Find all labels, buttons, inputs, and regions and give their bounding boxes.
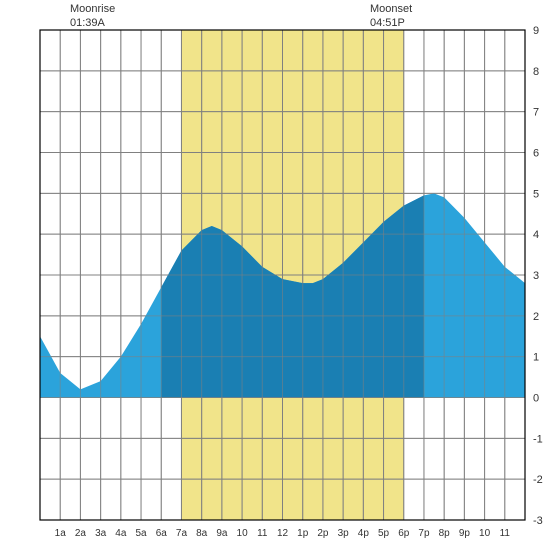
svg-text:1p: 1p: [297, 528, 309, 539]
svg-text:9: 9: [533, 25, 539, 37]
svg-text:10: 10: [479, 528, 491, 539]
svg-text:5a: 5a: [135, 528, 147, 539]
moonset-time: 04:51P: [370, 17, 405, 29]
svg-text:7p: 7p: [418, 528, 430, 539]
svg-text:0: 0: [533, 393, 539, 405]
svg-text:-3: -3: [533, 515, 543, 527]
chart-svg: -3-2-101234567891a2a3a4a5a6a7a8a9a101112…: [0, 0, 550, 550]
svg-text:8p: 8p: [439, 528, 451, 539]
svg-text:7a: 7a: [176, 528, 188, 539]
svg-text:2: 2: [533, 311, 539, 323]
svg-text:-1: -1: [533, 433, 543, 445]
svg-text:3a: 3a: [95, 528, 107, 539]
svg-text:5: 5: [533, 188, 539, 200]
svg-text:6a: 6a: [156, 528, 168, 539]
svg-text:11: 11: [257, 528, 268, 539]
svg-text:-2: -2: [533, 474, 543, 486]
svg-text:3p: 3p: [338, 528, 350, 539]
svg-text:8a: 8a: [196, 528, 208, 539]
svg-text:11: 11: [500, 528, 511, 539]
svg-text:4a: 4a: [115, 528, 127, 539]
svg-text:3: 3: [533, 270, 539, 282]
svg-text:4p: 4p: [358, 528, 370, 539]
svg-text:5p: 5p: [378, 528, 390, 539]
moonset-label: Moonset 04:51P: [370, 2, 412, 31]
svg-text:10: 10: [237, 528, 249, 539]
svg-text:8: 8: [533, 66, 539, 78]
moonrise-time: 01:39A: [70, 17, 105, 29]
svg-text:6: 6: [533, 148, 539, 160]
svg-text:7: 7: [533, 107, 539, 119]
svg-text:9a: 9a: [216, 528, 228, 539]
svg-text:6p: 6p: [398, 528, 410, 539]
moonset-title: Moonset: [370, 3, 412, 15]
svg-text:1: 1: [533, 352, 539, 364]
svg-text:12: 12: [277, 528, 289, 539]
svg-text:1a: 1a: [55, 528, 67, 539]
moonrise-title: Moonrise: [70, 3, 115, 15]
moonrise-label: Moonrise 01:39A: [70, 2, 115, 31]
tide-chart: Moonrise 01:39A Moonset 04:51P -3-2-1012…: [0, 0, 550, 550]
svg-text:2p: 2p: [317, 528, 329, 539]
svg-text:9p: 9p: [459, 528, 471, 539]
svg-text:4: 4: [533, 229, 539, 241]
svg-text:2a: 2a: [75, 528, 87, 539]
